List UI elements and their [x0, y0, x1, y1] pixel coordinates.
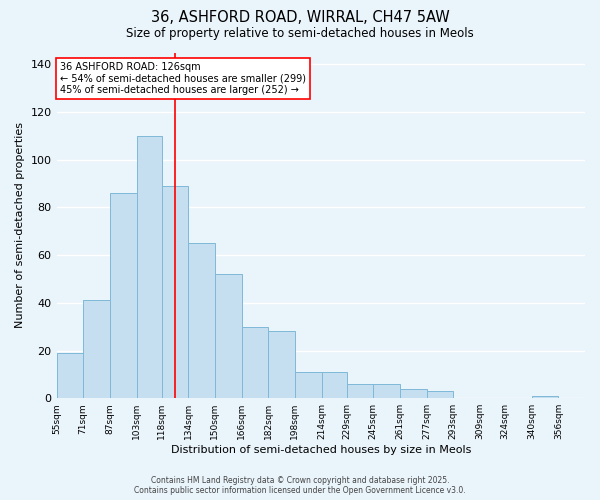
Text: Size of property relative to semi-detached houses in Meols: Size of property relative to semi-detach… [126, 28, 474, 40]
Bar [215, 274, 242, 398]
Text: 36 ASHFORD ROAD: 126sqm
← 54% of semi-detached houses are smaller (299)
45% of s: 36 ASHFORD ROAD: 126sqm ← 54% of semi-de… [60, 62, 306, 95]
Bar [295, 372, 322, 398]
Y-axis label: Number of semi-detached properties: Number of semi-detached properties [15, 122, 25, 328]
Bar [110, 193, 137, 398]
Text: Contains HM Land Registry data © Crown copyright and database right 2025.
Contai: Contains HM Land Registry data © Crown c… [134, 476, 466, 495]
Bar [400, 388, 427, 398]
Bar [268, 332, 295, 398]
Bar [188, 243, 215, 398]
Bar [322, 372, 347, 398]
Bar [347, 384, 373, 398]
Bar [532, 396, 559, 398]
Bar [242, 326, 268, 398]
Bar [161, 186, 188, 398]
Bar [56, 353, 83, 398]
Bar [373, 384, 400, 398]
X-axis label: Distribution of semi-detached houses by size in Meols: Distribution of semi-detached houses by … [170, 445, 471, 455]
Bar [427, 391, 454, 398]
Bar [137, 136, 161, 398]
Text: 36, ASHFORD ROAD, WIRRAL, CH47 5AW: 36, ASHFORD ROAD, WIRRAL, CH47 5AW [151, 10, 449, 25]
Bar [83, 300, 110, 398]
